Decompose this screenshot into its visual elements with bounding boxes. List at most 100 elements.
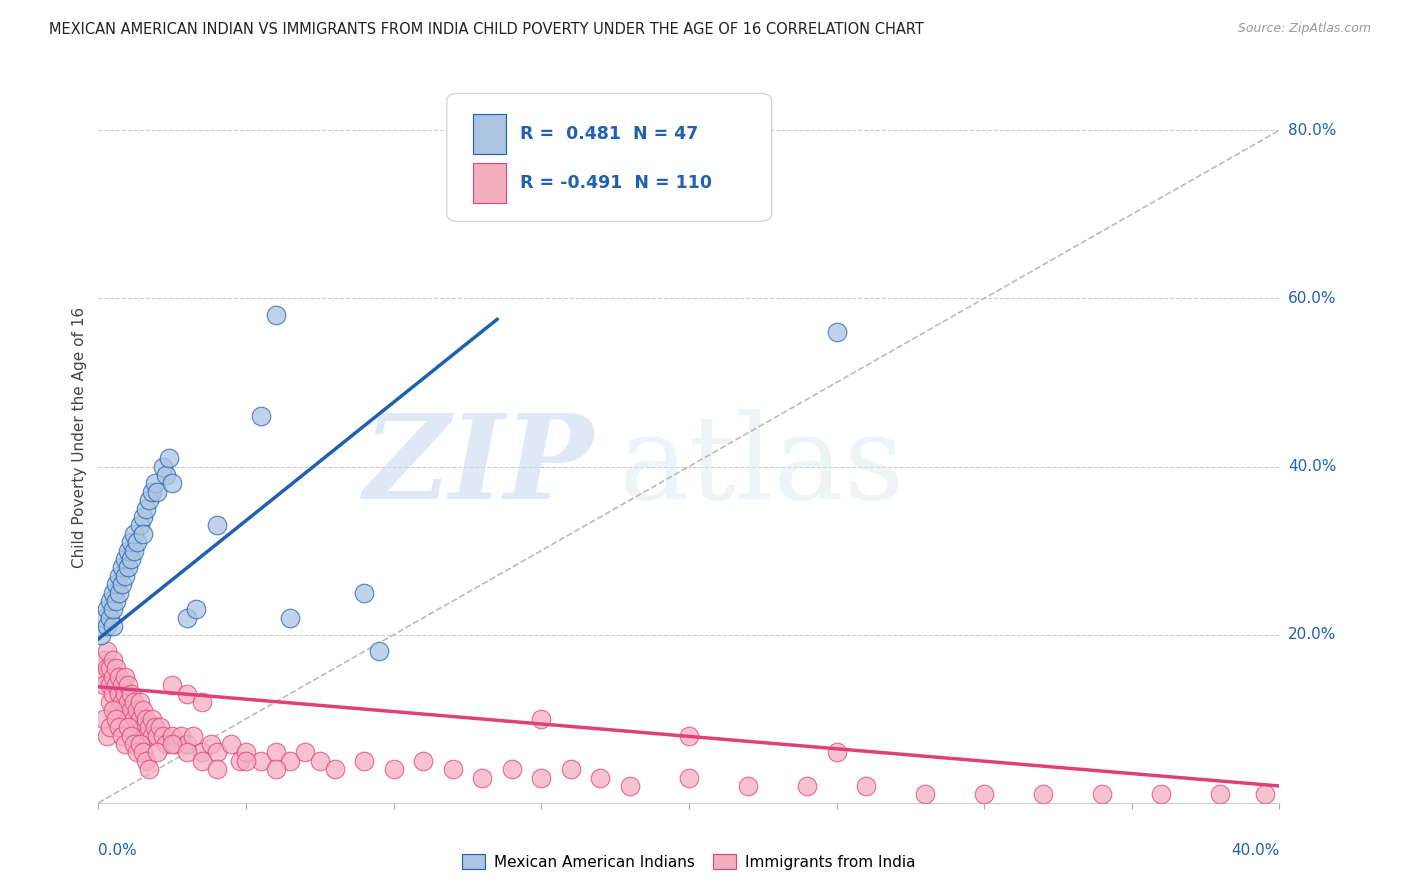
Text: MEXICAN AMERICAN INDIAN VS IMMIGRANTS FROM INDIA CHILD POVERTY UNDER THE AGE OF : MEXICAN AMERICAN INDIAN VS IMMIGRANTS FR… [49, 22, 924, 37]
Point [250, 409, 273, 423]
Point [471, 771, 494, 785]
Point [117, 560, 139, 574]
FancyBboxPatch shape [447, 94, 772, 221]
Point [98, 695, 121, 709]
Point [914, 788, 936, 802]
Point [98, 661, 121, 675]
Point [143, 720, 166, 734]
Text: 20.0%: 20.0% [1288, 627, 1337, 642]
Point [132, 720, 155, 734]
Point [138, 493, 160, 508]
Point [1150, 788, 1173, 802]
Point [135, 754, 157, 768]
Point [162, 678, 183, 692]
Point [146, 484, 169, 499]
Point [111, 729, 134, 743]
Point [122, 695, 145, 709]
Point [143, 476, 166, 491]
Text: 0.0%: 0.0% [98, 843, 138, 858]
Point [309, 754, 332, 768]
Point [149, 720, 172, 734]
Point [141, 484, 163, 499]
Point [117, 543, 139, 558]
Y-axis label: Child Poverty Under the Age of 16: Child Poverty Under the Age of 16 [72, 307, 87, 567]
Point [229, 754, 252, 768]
Point [152, 729, 174, 743]
Point [93, 653, 115, 667]
Point [114, 670, 136, 684]
Point [1209, 788, 1232, 802]
Point [176, 611, 198, 625]
Point [176, 737, 198, 751]
Point [132, 510, 155, 524]
Point [105, 712, 128, 726]
Point [114, 737, 136, 751]
Point [103, 602, 125, 616]
Point [108, 585, 131, 599]
Point [103, 703, 125, 717]
Point [162, 476, 183, 491]
Text: ZIP: ZIP [364, 409, 595, 524]
Point [114, 703, 136, 717]
Point [441, 762, 464, 776]
Point [96, 661, 118, 675]
Point [412, 754, 434, 768]
Point [176, 686, 198, 700]
Point [125, 745, 148, 759]
Point [108, 686, 131, 700]
Point [103, 670, 125, 684]
Point [108, 720, 131, 734]
Point [103, 686, 125, 700]
Point [128, 695, 150, 709]
Point [205, 745, 228, 759]
Point [120, 535, 142, 549]
Point [98, 611, 121, 625]
Point [103, 653, 125, 667]
Point [132, 745, 155, 759]
Point [122, 712, 145, 726]
Bar [472, 114, 506, 154]
Point [98, 594, 121, 608]
Point [108, 670, 131, 684]
Point [117, 720, 139, 734]
Point [619, 779, 641, 793]
Point [294, 745, 316, 759]
Point [135, 729, 157, 743]
Point [353, 585, 375, 599]
Point [120, 552, 142, 566]
Point [111, 560, 134, 574]
Point [530, 712, 553, 726]
Point [117, 712, 139, 726]
Point [181, 729, 204, 743]
Point [96, 729, 118, 743]
Point [1254, 788, 1277, 802]
Point [132, 526, 155, 541]
Point [200, 737, 222, 751]
Point [122, 737, 145, 751]
Point [825, 745, 848, 759]
Point [323, 762, 346, 776]
Point [146, 745, 169, 759]
Point [146, 729, 169, 743]
Point [120, 686, 142, 700]
Point [125, 535, 148, 549]
Point [235, 754, 257, 768]
Point [205, 762, 228, 776]
Point [280, 611, 302, 625]
Point [125, 720, 148, 734]
Point [98, 720, 121, 734]
Point [103, 619, 125, 633]
Point [152, 459, 174, 474]
Text: 40.0%: 40.0% [1232, 843, 1279, 858]
Point [796, 779, 818, 793]
Point [155, 467, 177, 482]
Point [105, 661, 128, 675]
Point [98, 678, 121, 692]
Point [353, 754, 375, 768]
Text: R =  0.481  N = 47: R = 0.481 N = 47 [520, 125, 699, 143]
Point [162, 737, 183, 751]
Point [1032, 788, 1054, 802]
Point [128, 518, 150, 533]
Text: 80.0%: 80.0% [1288, 123, 1337, 137]
Point [678, 771, 700, 785]
